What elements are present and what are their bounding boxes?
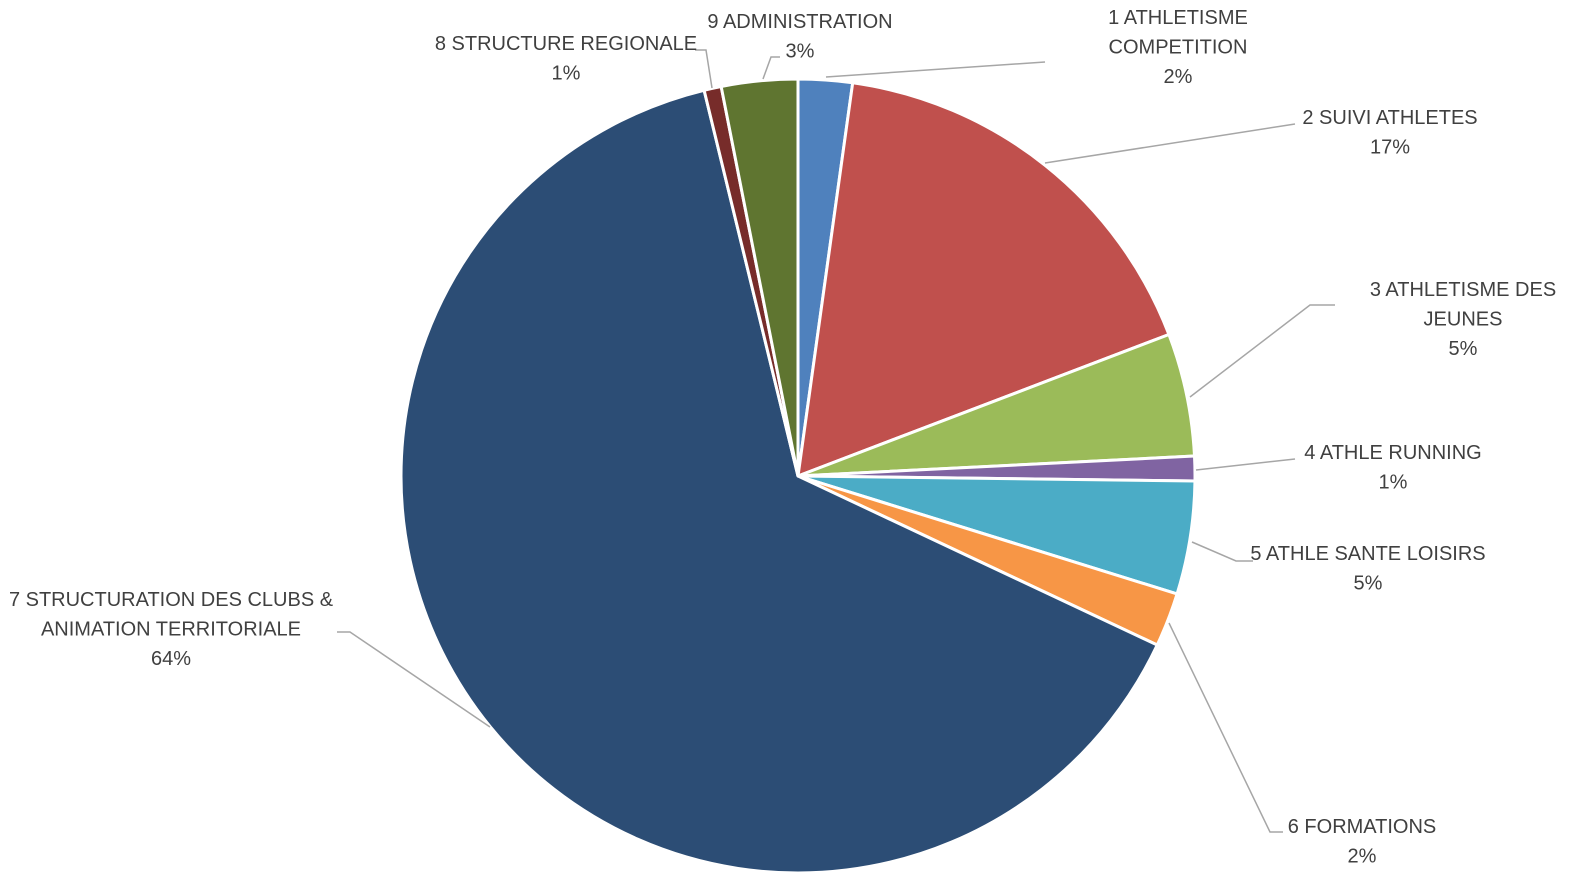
data-label-line: 6 FORMATIONS bbox=[1288, 816, 1437, 838]
pie-slice-7 bbox=[399, 88, 1159, 875]
pie-slice-9 bbox=[719, 77, 800, 478]
data-label-percent: 1% bbox=[1379, 472, 1408, 494]
data-label-percent: 3% bbox=[786, 41, 815, 63]
data-label-line: COMPETITION bbox=[1109, 37, 1248, 59]
data-label-line: 1 ATHLETISME bbox=[1108, 7, 1248, 29]
data-label-percent: 5% bbox=[1449, 338, 1478, 360]
data-label-line: 2 SUIVI ATHLETES bbox=[1302, 107, 1477, 129]
leader-line-3 bbox=[1189, 304, 1335, 398]
leader-line-4 bbox=[1195, 458, 1296, 471]
data-label-8: 8 STRUCTURE REGIONALE 1% bbox=[435, 33, 697, 85]
data-label-line: 4 ATHLE RUNNING bbox=[1304, 442, 1481, 464]
data-label-1: 1 ATHLETISME COMPETITION 2% bbox=[1108, 7, 1248, 88]
data-label-7: 7 STRUCTURATION DES CLUBS & ANIMATION TER… bbox=[9, 589, 334, 670]
data-label-line: 3 ATHLETISME DES bbox=[1370, 279, 1556, 301]
data-label-3: 3 ATHLETISME DES JEUNES 5% bbox=[1370, 279, 1556, 360]
data-label-line: ANIMATION TERRITORIALE bbox=[41, 619, 301, 641]
leader-line-6 bbox=[1168, 622, 1283, 833]
data-label-9: 9 ADMINISTRATION 3% bbox=[707, 11, 892, 63]
data-label-line: 7 STRUCTURATION DES CLUBS & bbox=[9, 589, 334, 611]
leader-line-5 bbox=[1191, 541, 1253, 562]
data-label-percent: 17% bbox=[1370, 137, 1410, 159]
leader-line-2 bbox=[1044, 123, 1296, 164]
data-label-percent: 2% bbox=[1348, 846, 1377, 868]
data-label-percent: 64% bbox=[151, 648, 191, 670]
leader-line-1 bbox=[825, 61, 1046, 78]
pie-slices bbox=[399, 77, 1197, 875]
leader-lines bbox=[337, 49, 1335, 833]
leader-line-7 bbox=[337, 631, 491, 728]
data-label-4: 4 ATHLE RUNNING 1% bbox=[1304, 442, 1481, 494]
data-label-percent: 2% bbox=[1164, 66, 1193, 88]
data-label-line: 8 STRUCTURE REGIONALE bbox=[435, 33, 697, 55]
data-label-line: JEUNES bbox=[1424, 309, 1503, 331]
data-label-line: 5 ATHLE SANTE LOISIRS bbox=[1250, 543, 1485, 565]
leader-line-8 bbox=[695, 49, 713, 89]
data-label-percent: 1% bbox=[552, 63, 581, 85]
data-label-line: 9 ADMINISTRATION bbox=[707, 11, 892, 33]
data-label-5: 5 ATHLE SANTE LOISIRS 5% bbox=[1250, 543, 1485, 595]
data-label-2: 2 SUIVI ATHLETES 17% bbox=[1302, 107, 1477, 159]
leader-line-9 bbox=[762, 56, 780, 80]
pie-slice-2 bbox=[796, 81, 1171, 478]
data-label-6: 6 FORMATIONS 2% bbox=[1288, 816, 1437, 868]
data-labels: 1 ATHLETISME COMPETITION 2% 2 SUIVI ATHLETE… bbox=[9, 7, 1556, 868]
data-label-percent: 5% bbox=[1354, 573, 1383, 595]
